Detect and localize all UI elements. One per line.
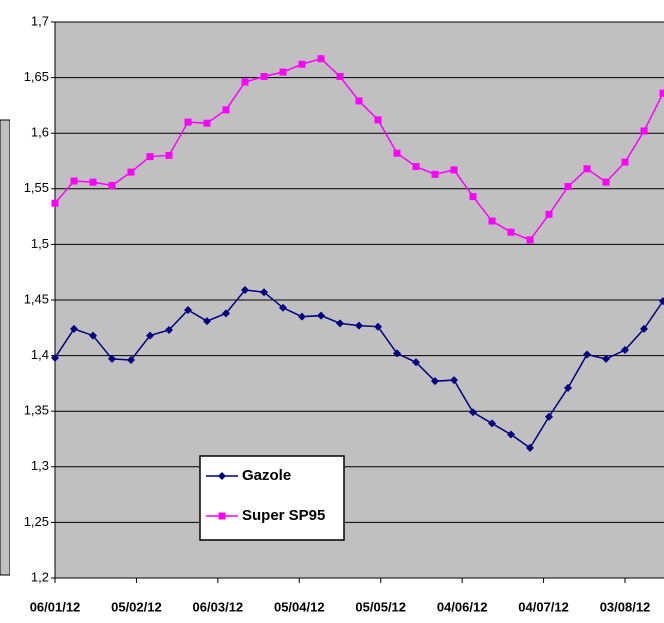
x-tick-label: 04/06/12 (437, 599, 488, 614)
data-point (127, 356, 135, 365)
data-point (70, 177, 78, 185)
background-chart-strip (0, 120, 10, 575)
data-point (412, 163, 420, 171)
data-point (526, 443, 534, 452)
data-point (621, 346, 629, 355)
data-point (659, 297, 664, 306)
x-tick-label: 05/05/12 (355, 599, 406, 614)
data-point (602, 178, 610, 186)
x-tick-label: 05/04/12 (274, 599, 325, 614)
data-point (184, 306, 192, 315)
y-tick-label: 1,3 (31, 458, 49, 473)
data-point (146, 331, 154, 340)
y-tick-label: 1,7 (31, 13, 49, 28)
data-point (89, 331, 97, 340)
data-point (108, 354, 116, 363)
y-tick-label: 1,35 (24, 403, 49, 418)
data-point (222, 309, 230, 318)
data-point (659, 89, 664, 97)
data-point (564, 383, 572, 392)
data-point (488, 419, 496, 428)
data-point (241, 285, 249, 294)
data-point (374, 322, 382, 331)
data-point (412, 358, 420, 367)
data-point (127, 168, 135, 176)
data-point (545, 412, 553, 421)
data-point (431, 377, 439, 386)
data-point (70, 324, 78, 333)
data-point (488, 217, 496, 225)
data-point (51, 353, 59, 362)
data-point (317, 311, 325, 320)
legend-marker (218, 512, 226, 520)
data-point (469, 193, 477, 201)
data-point (317, 55, 325, 63)
data-point (583, 165, 591, 173)
data-point (621, 158, 629, 166)
legend-marker (218, 472, 226, 480)
x-tick-label: 06/03/12 (193, 599, 244, 614)
data-point (146, 153, 154, 161)
data-point (602, 354, 610, 363)
data-point (203, 119, 211, 127)
y-tick-label: 1,25 (24, 514, 49, 529)
data-point (203, 317, 211, 326)
data-point (469, 408, 477, 417)
legend-label: Gazole (242, 467, 291, 484)
data-point (89, 178, 97, 186)
data-point (336, 319, 344, 328)
data-point (393, 349, 401, 358)
y-tick-label: 1,5 (31, 236, 49, 251)
x-tick-label: 03/08/12 (600, 599, 651, 614)
data-point (507, 430, 515, 439)
data-point (184, 118, 192, 126)
data-point (640, 127, 648, 135)
data-point (355, 321, 363, 330)
data-point (260, 72, 268, 80)
data-point (279, 303, 287, 312)
data-point (450, 166, 458, 174)
data-point (165, 151, 173, 159)
data-point (165, 326, 173, 335)
y-tick-label: 1,6 (31, 125, 49, 140)
data-point (51, 199, 59, 207)
y-tick-label: 1,65 (24, 69, 49, 84)
data-point (279, 68, 287, 76)
data-point (393, 149, 401, 157)
data-point (298, 312, 306, 321)
y-tick-label: 1,2 (31, 569, 49, 584)
x-tick-label: 05/02/12 (111, 599, 162, 614)
data-point (260, 288, 268, 297)
data-point (431, 170, 439, 178)
legend-label: Super SP95 (242, 507, 325, 524)
x-tick-label: 04/07/12 (518, 599, 569, 614)
y-tick-label: 1,4 (31, 347, 49, 362)
data-point (222, 106, 230, 114)
y-tick-label: 1,55 (24, 180, 49, 195)
data-point (526, 236, 534, 244)
data-point (355, 97, 363, 105)
legend-box (199, 455, 345, 541)
data-point (298, 60, 306, 68)
data-point (507, 228, 515, 236)
data-point (374, 116, 382, 124)
data-point (564, 183, 572, 191)
data-point (545, 210, 553, 218)
x-tick-label: 06/01/12 (30, 599, 81, 614)
data-point (640, 324, 648, 333)
data-point (450, 376, 458, 385)
data-point (108, 181, 116, 189)
data-point (336, 72, 344, 80)
data-point (241, 78, 249, 86)
y-tick-label: 1,45 (24, 291, 49, 306)
data-point (583, 350, 591, 359)
